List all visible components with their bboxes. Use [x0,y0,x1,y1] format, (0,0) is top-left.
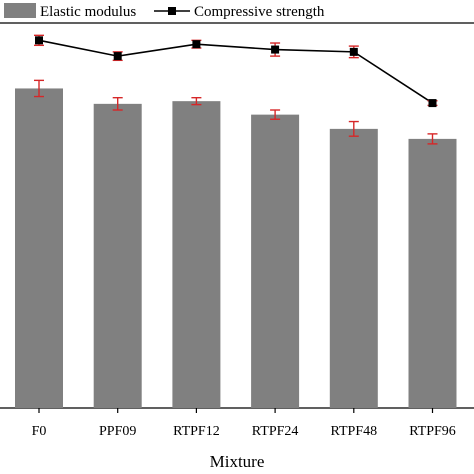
x-tick-label-rtpf48: RTPF48 [330,424,377,439]
line-compressive-strength [38,39,433,104]
line-point-f0 [35,36,43,45]
legend-label-line: Compressive strength [194,4,325,20]
line-series-group [34,34,438,108]
bar-error-group [34,79,438,145]
bar-error-ppf09 [112,96,123,111]
legend: Elastic modulus Compressive strength [4,3,325,20]
x-tick-label-rtpf12: RTPF12 [173,424,220,439]
bar-rtpf96 [408,138,457,408]
legend-swatch-bar [4,3,36,18]
bar-rtpf48 [329,128,378,408]
x-ticks-group: F0 PPF09 RTPF12 RTPF24 RTPF48 RTPF96 [32,408,456,439]
line-point-rtpf12 [192,40,201,49]
line-point-rtpf24 [271,45,280,54]
bar-error-rtpf96 [427,133,438,145]
legend-marker [168,7,176,15]
x-axis-title: Mixture [210,452,265,471]
x-tick-label-rtpf96: RTPF96 [409,424,456,439]
bars-group [15,88,457,408]
legend-label-bar: Elastic modulus [40,4,136,20]
line-point-rtpf48 [349,47,358,56]
bar-error-rtpf24 [270,109,281,120]
bar-error-rtpf48 [348,120,359,137]
bar-rtpf24 [251,114,300,408]
line-point-rtpf96 [428,99,437,108]
bar-f0 [15,88,63,408]
bar-error-rtpf12 [191,96,202,106]
line-point-ppf09 [113,52,122,61]
bar-ppf09 [93,103,142,408]
bar-rtpf12 [172,101,221,408]
x-tick-label-rtpf24: RTPF24 [252,424,299,439]
bar-error-f0 [34,79,44,98]
x-tick-label-f0: F0 [32,424,47,439]
x-tick-label-ppf09: PPF09 [99,424,136,439]
